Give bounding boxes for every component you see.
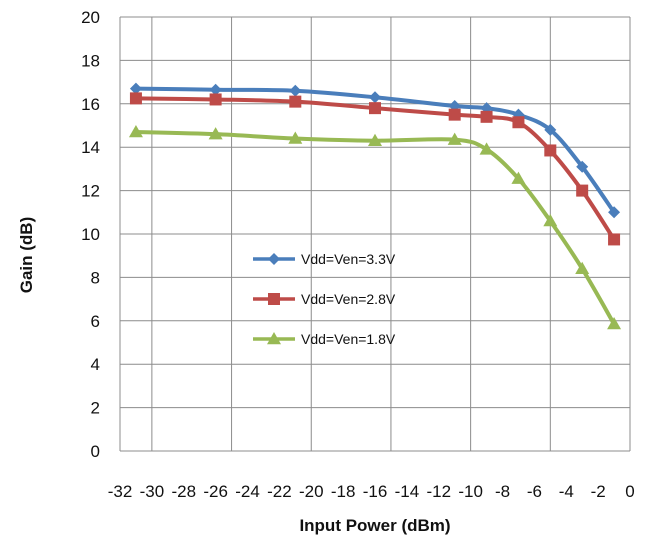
legend-item: Vdd=Ven=2.8V	[253, 291, 396, 307]
y-tick-label: 6	[91, 312, 100, 331]
x-tick-label: -4	[559, 482, 574, 501]
legend-label: Vdd=Ven=1.8V	[301, 331, 396, 347]
x-tick-label: -32	[108, 482, 133, 501]
y-tick-label: 16	[81, 95, 100, 114]
y-tick-label: 2	[91, 399, 100, 418]
data-point	[608, 206, 621, 219]
data-point	[479, 142, 494, 155]
data-point	[209, 83, 222, 96]
data-point	[368, 133, 382, 146]
data-point	[608, 233, 621, 246]
x-tick-label: -28	[171, 482, 196, 501]
data-point	[544, 144, 557, 157]
y-tick-label: 4	[91, 355, 100, 374]
data-point	[369, 102, 381, 115]
data-point	[448, 108, 461, 121]
series-line	[135, 96, 616, 241]
x-axis-title: Input Power (dBm)	[299, 516, 450, 535]
y-tick-label: 8	[91, 268, 100, 287]
y-tick-label: 12	[81, 182, 100, 201]
data-point	[209, 93, 222, 106]
x-tick-label: -12	[426, 482, 451, 501]
data-point	[288, 131, 303, 144]
x-tick-label: 0	[625, 482, 634, 501]
legend-item: Vdd=Ven=1.8V	[253, 331, 396, 347]
legend-label: Vdd=Ven=2.8V	[301, 291, 396, 307]
legend-item: Vdd=Ven=3.3V	[253, 251, 396, 267]
y-axis-title: Gain (dB)	[17, 217, 36, 294]
x-tick-label: -22	[267, 482, 292, 501]
data-point	[129, 82, 142, 95]
grid-lines	[120, 16, 631, 452]
axes	[119, 17, 631, 452]
x-tick-label: -30	[140, 482, 165, 501]
data-point	[129, 92, 142, 105]
y-tick-label: 20	[81, 8, 100, 27]
data-point	[289, 84, 302, 97]
data-point	[576, 184, 589, 197]
data-point	[544, 123, 557, 136]
x-tick-label: -2	[591, 482, 606, 501]
data-point	[447, 132, 462, 145]
x-tick-label: -6	[527, 482, 542, 501]
legend: Vdd=Ven=3.3V Vdd=Ven=2.8V Vdd=Ven=1.8V	[253, 251, 396, 347]
data-point	[208, 127, 223, 140]
x-tick-label: -20	[299, 482, 324, 501]
y-tick-label: 14	[81, 138, 100, 157]
x-tick-label: -24	[235, 482, 260, 501]
data-point	[512, 116, 525, 129]
y-tick-label: 18	[81, 51, 100, 70]
legend-marker	[268, 253, 280, 265]
series-line	[135, 86, 616, 214]
data-point	[289, 95, 302, 108]
data-point	[543, 213, 558, 227]
legend-marker	[267, 332, 281, 345]
data-point	[576, 160, 589, 173]
y-tick-label: 10	[81, 225, 100, 244]
series-2	[129, 92, 621, 246]
legend-marker	[268, 293, 280, 305]
series-layer	[128, 82, 622, 330]
data-point	[607, 317, 622, 330]
data-point	[369, 91, 381, 104]
series-line	[135, 130, 616, 326]
data-point	[511, 171, 526, 184]
x-tick-label: -8	[495, 482, 510, 501]
series-3	[128, 125, 622, 330]
x-tick-label: -18	[331, 482, 356, 501]
data-point	[480, 110, 493, 123]
data-point	[575, 261, 590, 274]
x-tick-label: -16	[363, 482, 388, 501]
y-tick-label: 0	[91, 442, 100, 461]
data-point	[128, 125, 143, 138]
x-tick-label: -14	[395, 482, 420, 501]
x-tick-label: -10	[458, 482, 483, 501]
legend-label: Vdd=Ven=3.3V	[301, 251, 396, 267]
x-tick-label: -26	[203, 482, 228, 501]
